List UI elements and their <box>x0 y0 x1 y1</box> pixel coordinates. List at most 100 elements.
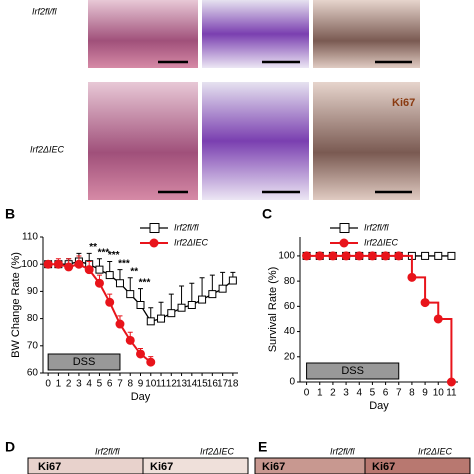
genotype-label: Irf2ΔIEC <box>30 144 65 154</box>
x-tick-label: 9 <box>422 388 428 399</box>
micrographs: Irf2fl/fl Irf2ΔIEC Ki67 <box>30 0 420 200</box>
series <box>43 255 156 367</box>
image <box>202 0 309 68</box>
series-line <box>306 254 453 382</box>
significance: *** <box>98 247 110 258</box>
legend-marker <box>339 238 349 248</box>
x-tick-label: 18 <box>227 379 239 390</box>
x-tick-label: 16 <box>207 379 219 390</box>
panel-label: D <box>5 439 15 455</box>
legend-label: Irf2fl/fl <box>174 222 200 232</box>
x-tick-label: 12 <box>166 379 178 390</box>
x-tick-label: 11 <box>156 379 167 390</box>
y-axis-label: Survival Rate (%) <box>267 267 279 353</box>
significance: *** <box>118 258 130 269</box>
marker <box>125 335 135 345</box>
image <box>313 82 420 200</box>
marker <box>64 262 74 272</box>
y-tick-label: 80 <box>284 276 296 287</box>
significance: *** <box>139 277 151 288</box>
legend-marker <box>339 223 350 233</box>
marker <box>84 265 94 275</box>
x-tick-label: 0 <box>304 388 310 399</box>
series <box>44 252 237 326</box>
x-tick-label: 1 <box>317 388 323 399</box>
marker <box>315 251 325 261</box>
x-axis-label: Day <box>131 391 151 403</box>
scale-bars <box>158 60 412 194</box>
marker <box>74 259 84 269</box>
significance: ** <box>130 266 138 277</box>
x-tick-label: 2 <box>66 379 72 390</box>
marker <box>394 251 404 261</box>
y-tick-label: 60 <box>27 368 39 379</box>
y-tick-label: 100 <box>21 259 38 270</box>
legend-marker <box>149 223 160 233</box>
series <box>302 251 456 387</box>
marker <box>95 265 104 274</box>
x-tick-label: 13 <box>176 379 188 390</box>
legend-marker <box>149 238 159 248</box>
marker <box>146 317 155 326</box>
x-tick-label: 4 <box>356 388 362 399</box>
marker <box>157 314 166 323</box>
legend-label: Irf2ΔIEC <box>174 237 209 247</box>
marker <box>43 259 53 269</box>
marker <box>177 303 186 312</box>
marker <box>228 276 237 285</box>
image <box>364 457 471 474</box>
y-tick-label: 40 <box>284 326 296 337</box>
marker <box>381 251 391 261</box>
x-axis-label: Day <box>369 400 389 412</box>
dss-label: DSS <box>341 365 364 377</box>
marker <box>105 297 115 307</box>
marker <box>126 290 135 299</box>
marker <box>434 251 443 260</box>
image <box>142 457 249 474</box>
x-tick-label: 10 <box>433 388 445 399</box>
y-axis-label: BW Change Rate (%) <box>10 252 22 358</box>
x-tick-label: 2 <box>330 388 336 399</box>
marker <box>94 278 104 288</box>
image <box>313 0 420 68</box>
x-tick-label: 5 <box>97 379 103 390</box>
significance: *** <box>108 250 120 261</box>
marker <box>136 349 145 359</box>
marker <box>421 251 430 260</box>
bottom-images: Irf2fl/fl Irf2ΔIEC Irf2fl/fl Irf2ΔIEC Ki… <box>27 446 471 474</box>
marker <box>146 357 156 367</box>
stain-label: Ki67 <box>38 461 61 473</box>
marker <box>136 301 145 309</box>
x-tick-label: 8 <box>409 388 415 399</box>
marker <box>53 259 63 269</box>
x-tick-label: 5 <box>370 388 376 399</box>
significance: ** <box>89 242 97 253</box>
x-tick-label: 6 <box>107 379 113 390</box>
y-tick-label: 80 <box>27 313 39 324</box>
marker <box>447 251 456 260</box>
y-tick-label: 90 <box>27 286 39 297</box>
marker <box>167 309 176 318</box>
y-tick-label: 60 <box>284 301 296 312</box>
genotype-label: Irf2ΔIEC <box>200 446 235 456</box>
y-tick-label: 110 <box>22 232 38 243</box>
x-tick-label: 17 <box>217 379 229 390</box>
x-tick-label: 9 <box>138 379 144 390</box>
image <box>88 0 198 68</box>
legend-label: Irf2ΔIEC <box>364 237 399 247</box>
marker <box>218 284 227 293</box>
y-tick-label: 70 <box>27 340 39 351</box>
dss-bar <box>306 362 400 380</box>
x-tick-label: 7 <box>117 379 123 390</box>
genotype-label: Irf2fl/fl <box>95 446 121 456</box>
marker <box>341 251 351 261</box>
dss-label: DSS <box>73 356 96 368</box>
x-tick-label: 1 <box>56 379 62 390</box>
marker <box>420 298 430 308</box>
marker <box>433 314 443 324</box>
dss-bar <box>47 353 121 371</box>
marker <box>105 271 114 280</box>
y-tick-label: 100 <box>278 251 295 262</box>
marker <box>208 290 217 299</box>
x-tick-label: 10 <box>145 379 157 390</box>
